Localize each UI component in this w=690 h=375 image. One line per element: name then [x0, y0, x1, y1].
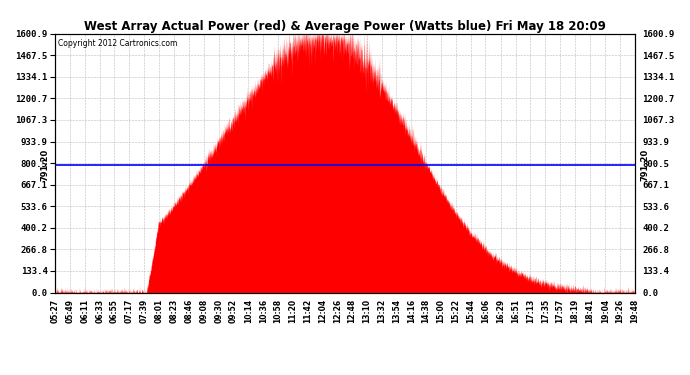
Title: West Array Actual Power (red) & Average Power (Watts blue) Fri May 18 20:09: West Array Actual Power (red) & Average …: [84, 20, 606, 33]
Text: 791.20: 791.20: [640, 148, 649, 181]
Text: 791.20: 791.20: [41, 148, 50, 181]
Text: Copyright 2012 Cartronics.com: Copyright 2012 Cartronics.com: [58, 39, 177, 48]
